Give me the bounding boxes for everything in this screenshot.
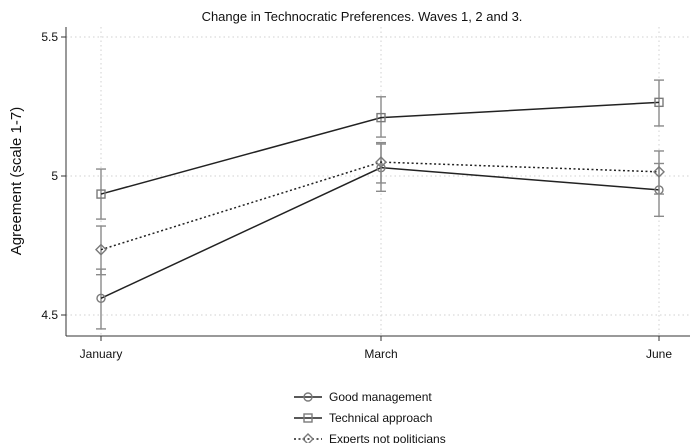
experts-not-politicians-error-bar xyxy=(96,225,106,276)
technical-approach-point xyxy=(376,112,386,123)
legend-marker xyxy=(302,433,314,443)
good-management-point xyxy=(96,293,106,304)
good-management-line xyxy=(100,166,660,299)
series-technical-approach xyxy=(96,79,664,220)
experts-not-politicians-point xyxy=(375,156,387,169)
technical-approach-point xyxy=(654,97,664,108)
legend: Good management Technical approach Experts… xyxy=(294,390,446,443)
y-tick-label: 5.5 xyxy=(41,30,58,44)
y-axis-label: Agreement (scale 1-7) xyxy=(8,107,25,255)
experts-not-politicians-point xyxy=(653,165,665,178)
y-tick-label: 5 xyxy=(51,169,58,183)
experts-not-politicians-error-bar xyxy=(654,150,664,195)
legend-item-good-management: Good management xyxy=(294,390,432,404)
grid xyxy=(66,27,690,336)
legend-marker xyxy=(303,392,313,402)
legend-item-technical-approach: Technical approach xyxy=(294,411,432,425)
legend-label: Good management xyxy=(329,390,432,404)
legend-marker xyxy=(303,413,313,423)
chart-title: Change in Technocratic Preferences. Wave… xyxy=(202,9,523,24)
y-axis-ticks: 4.5 5 5.5 xyxy=(41,30,66,322)
x-tick-label: March xyxy=(364,347,397,361)
experts-not-politicians-point xyxy=(95,243,107,256)
legend-label: Technical approach xyxy=(329,411,432,425)
legend-label: Experts not politicians xyxy=(329,432,446,443)
technical-approach-line xyxy=(100,101,660,195)
series-experts-not-politicians xyxy=(95,141,665,276)
x-tick-label: June xyxy=(646,347,672,361)
x-axis-ticks: January March June xyxy=(80,336,672,361)
legend-item-experts-not-politicians: Experts not politicians xyxy=(294,432,446,443)
technical-approach-point xyxy=(96,189,106,199)
y-tick-label: 4.5 xyxy=(41,308,58,322)
series-layer xyxy=(95,79,665,330)
experts-not-politicians-line xyxy=(100,161,660,251)
x-tick-label: January xyxy=(80,347,123,361)
